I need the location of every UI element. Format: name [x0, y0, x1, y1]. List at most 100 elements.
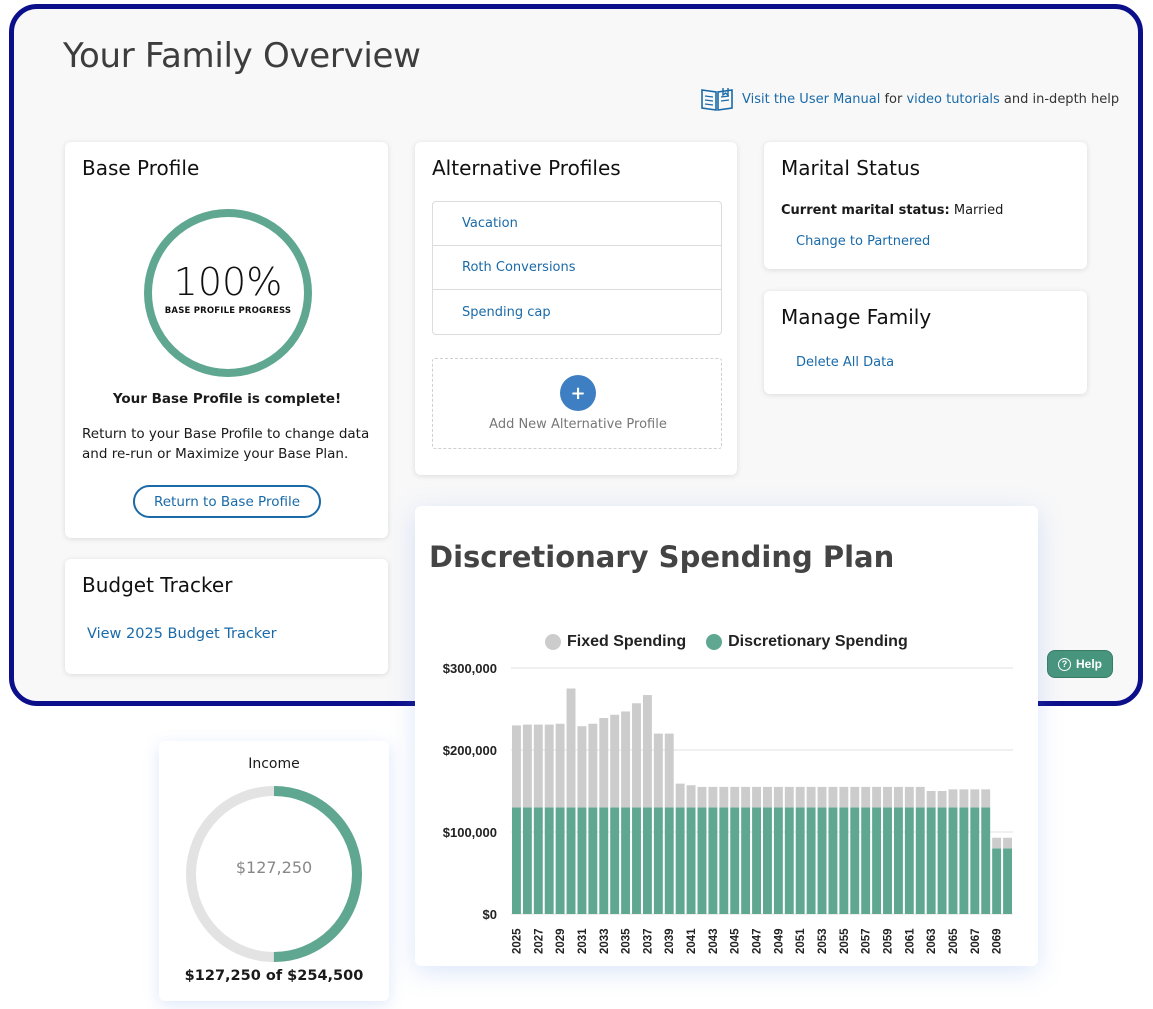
- bar-fixed: [686, 785, 696, 808]
- x-tick-label: 2029: [555, 928, 567, 954]
- bar-fixed: [893, 786, 903, 808]
- bar-fixed: [773, 786, 783, 808]
- bar-fixed: [970, 789, 980, 808]
- bar-discretionary: [610, 807, 620, 914]
- manual-text-mid: for: [880, 91, 907, 107]
- bar-discretionary: [915, 807, 925, 914]
- bar-fixed: [937, 791, 947, 808]
- bar-discretionary: [599, 807, 609, 914]
- user-manual-link[interactable]: Visit the User Manual: [742, 91, 881, 107]
- x-tick-label: 2033: [599, 928, 611, 954]
- bar-fixed: [512, 725, 521, 808]
- bar-discretionary: [555, 807, 565, 914]
- bar-fixed: [577, 726, 587, 808]
- alternative-profiles-card: Alternative Profiles Vacation Roth Conve…: [415, 142, 737, 475]
- bar-discretionary: [664, 807, 674, 914]
- bar-fixed: [708, 786, 718, 808]
- spending-chart-card: $0 $100,000 $200,000 $300,000 2025 2027 2029 20…: [415, 506, 1038, 966]
- bar-fixed: [981, 789, 991, 808]
- income-footer: $127,250 of $254,500: [184, 968, 364, 984]
- bar-discretionary: [577, 807, 587, 914]
- y-tick-label: $100,000: [443, 825, 497, 840]
- bar-discretionary: [926, 807, 936, 914]
- add-alternative-profile[interactable]: + Add New Alternative Profile: [432, 358, 722, 449]
- x-tick-label: 2039: [664, 928, 676, 954]
- legend-fixed-dot: [545, 634, 561, 650]
- change-to-partnered-link[interactable]: Change to Partnered: [796, 234, 931, 249]
- progress-ring: 100% BASE PROFILE PROGRESS: [143, 208, 313, 378]
- x-tick-label: 2047: [752, 928, 764, 954]
- x-tick-label: 2035: [621, 928, 633, 954]
- bar-discretionary: [621, 807, 631, 914]
- alt-profile-spending-cap[interactable]: Spending cap: [462, 304, 551, 320]
- bar-discretionary: [850, 807, 860, 914]
- bar-fixed: [883, 786, 892, 808]
- bar-discretionary: [904, 807, 914, 914]
- bar-discretionary: [544, 807, 554, 914]
- bar-fixed: [763, 786, 772, 808]
- bar-fixed: [544, 724, 554, 808]
- bar-fixed: [850, 786, 860, 808]
- bar-fixed: [522, 724, 532, 808]
- bar-fixed: [795, 786, 805, 808]
- base-profile-card: Base Profile 100% BASE PROFILE PROGRESS …: [65, 142, 388, 538]
- bar-discretionary: [752, 807, 761, 914]
- bar-fixed: [806, 786, 816, 808]
- bar-discretionary: [1003, 848, 1012, 914]
- bar-discretionary: [872, 807, 882, 914]
- manual-text-end: and in-depth help: [999, 91, 1120, 107]
- plus-icon[interactable]: +: [560, 375, 596, 411]
- bar-discretionary: [948, 807, 958, 914]
- alt-profile-roth-conversions[interactable]: Roth Conversions: [433, 246, 721, 290]
- bar-fixed: [642, 695, 652, 808]
- bar-discretionary: [883, 807, 892, 914]
- bar-fixed: [533, 724, 543, 808]
- bar-discretionary: [642, 807, 652, 914]
- delete-all-data-link[interactable]: Delete All Data: [796, 355, 895, 370]
- bar-discretionary: [763, 807, 772, 914]
- legend-discretionary[interactable]: Discretionary Spending: [706, 633, 908, 651]
- bar-fixed: [675, 783, 685, 808]
- bar-fixed: [664, 733, 674, 808]
- bar-fixed: [784, 786, 794, 808]
- legend-fixed[interactable]: Fixed Spending: [545, 633, 686, 651]
- bar-fixed: [610, 714, 620, 808]
- bar-fixed: [1003, 837, 1012, 849]
- video-tutorials-link[interactable]: video tutorials: [906, 91, 1000, 107]
- profile-complete-message: Your Base Profile is complete!: [112, 391, 342, 407]
- bar-fixed: [621, 711, 631, 808]
- add-alternative-profile-label: Add New Alternative Profile: [489, 417, 667, 432]
- budget-tracker-card: Budget Tracker View 2025 Budget Tracker: [65, 559, 388, 674]
- alt-profile-vacation[interactable]: Vacation: [433, 202, 721, 246]
- bar-discretionary: [795, 807, 805, 914]
- bar-discretionary: [806, 807, 816, 914]
- bar-discretionary: [697, 807, 707, 914]
- bar-discretionary: [533, 807, 543, 914]
- bar-fixed: [872, 786, 882, 808]
- income-center-value: $127,250: [235, 858, 313, 877]
- x-tick-label: 2049: [773, 928, 785, 954]
- bar-discretionary: [675, 807, 685, 914]
- bar-fixed: [752, 786, 761, 808]
- bar-discretionary: [653, 807, 663, 914]
- x-tick-label: 2055: [839, 928, 851, 954]
- bar-fixed: [599, 718, 609, 808]
- book-icon: [701, 88, 733, 111]
- view-budget-tracker-link[interactable]: View 2025 Budget Tracker: [87, 626, 277, 642]
- bar-fixed: [904, 786, 914, 808]
- question-icon: ?: [1057, 657, 1071, 671]
- help-button[interactable]: ? Help: [1047, 650, 1113, 678]
- alternative-profiles-title: Alternative Profiles: [432, 156, 621, 180]
- bar-discretionary: [730, 807, 740, 914]
- return-instructions: Return to your Base Profile to change da…: [82, 426, 370, 462]
- marital-status-title: Marital Status: [781, 156, 921, 180]
- bar-fixed: [697, 786, 707, 808]
- progress-caption: BASE PROFILE PROGRESS: [164, 306, 292, 316]
- chart-title: Discretionary Spending Plan: [429, 540, 895, 574]
- legend-discretionary-dot: [706, 634, 723, 650]
- return-to-base-profile-button[interactable]: Return to Base Profile: [133, 485, 321, 518]
- bar-discretionary: [981, 807, 991, 914]
- bar-discretionary: [566, 807, 576, 914]
- bar-discretionary: [937, 807, 947, 914]
- spending-chart: $0 $100,000 $200,000 $300,000 2025 2027 2029 20…: [443, 661, 1013, 954]
